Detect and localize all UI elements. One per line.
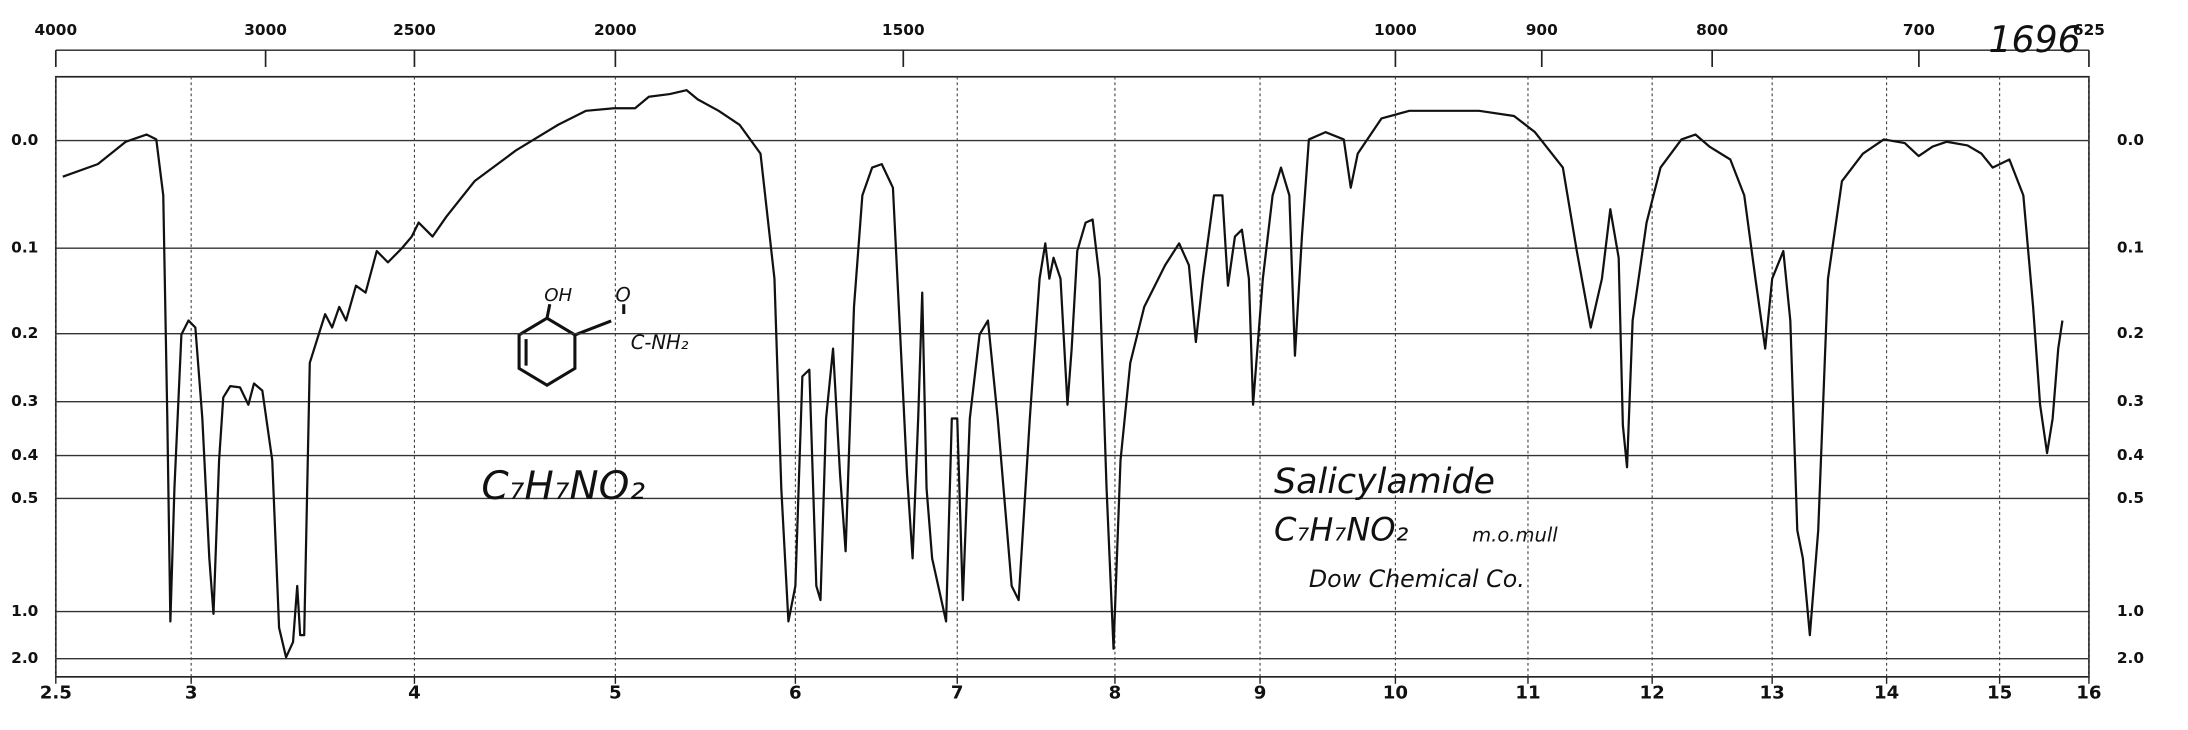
x-tick-label: 2.5 <box>40 683 72 704</box>
x-tick-label: 15 <box>1987 683 2012 704</box>
label-card <box>1262 443 1619 623</box>
x2-tick-label: 1500 <box>882 21 925 39</box>
x2-tick-label: 1000 <box>1374 21 1417 39</box>
x-tick-label: 8 <box>1109 683 1122 704</box>
x2-tick-label: 800 <box>1696 21 1728 39</box>
x-tick-label: 4 <box>408 683 421 704</box>
x-tick-label: 14 <box>1874 683 1899 704</box>
annotation: C-NH₂ <box>631 331 689 354</box>
spectrum-line <box>62 89 2064 659</box>
x-tick-label: 6 <box>789 683 802 704</box>
y-tick-label-right: 0.0 <box>2117 131 2144 149</box>
x2-tick-label: 700 <box>1903 21 1935 39</box>
x2-tick-label: 625 <box>2073 21 2105 39</box>
y-tick-label-right: 0.3 <box>2117 392 2144 410</box>
annotation: C₇H₇NO₂ <box>481 464 645 509</box>
x2-tick-label: 2000 <box>594 21 637 39</box>
y-tick-label-right: 0.2 <box>2117 324 2144 342</box>
y-tick-label: 0.4 <box>11 446 38 464</box>
x-tick-label: 5 <box>609 683 622 704</box>
x2-tick-label: 4000 <box>34 21 77 39</box>
y-tick-label: 0.5 <box>11 489 38 507</box>
annotation: m.o.mull <box>1472 523 1558 546</box>
y-tick-label-right: 0.1 <box>2117 239 2144 257</box>
x2-tick-label: 3000 <box>244 21 287 39</box>
x-tick-label: 11 <box>1515 683 1540 704</box>
y-tick-label: 0.3 <box>11 392 38 410</box>
annotation: O <box>615 283 630 306</box>
y-tick-label-right: 1.0 <box>2117 602 2144 620</box>
x-tick-label: 16 <box>2076 683 2101 704</box>
x-tick-label: 9 <box>1254 683 1267 704</box>
y-tick-label-right: 0.5 <box>2117 489 2144 507</box>
y-tick-label: 0.1 <box>11 239 38 257</box>
annotation: Dow Chemical Co. <box>1309 565 1525 593</box>
y-tick-label-right: 0.4 <box>2117 446 2144 464</box>
y-tick-label: 2.0 <box>11 649 38 667</box>
y-tick-label: 0.2 <box>11 324 38 342</box>
x2-tick-label: 900 <box>1526 21 1558 39</box>
x-tick-label: 7 <box>951 683 964 704</box>
y-tick-label-right: 2.0 <box>2117 649 2144 667</box>
annotation: Salicylamide <box>1274 462 1495 502</box>
x-tick-label: 10 <box>1383 683 1408 704</box>
annotation: 1696 <box>1988 18 2080 61</box>
y-tick-label: 0.0 <box>11 131 38 149</box>
x-tick-label: 3 <box>185 683 198 704</box>
structure-drawing <box>517 303 626 387</box>
x2-tick-label: 2500 <box>393 21 436 39</box>
plot-frame <box>54 75 2090 678</box>
y-tick-label: 1.0 <box>11 602 38 620</box>
x-tick-label: 13 <box>1760 683 1785 704</box>
annotation: OH <box>544 285 572 306</box>
annotation: C₇H₇NO₂ <box>1274 511 1408 549</box>
x-tick-label: 12 <box>1640 683 1665 704</box>
